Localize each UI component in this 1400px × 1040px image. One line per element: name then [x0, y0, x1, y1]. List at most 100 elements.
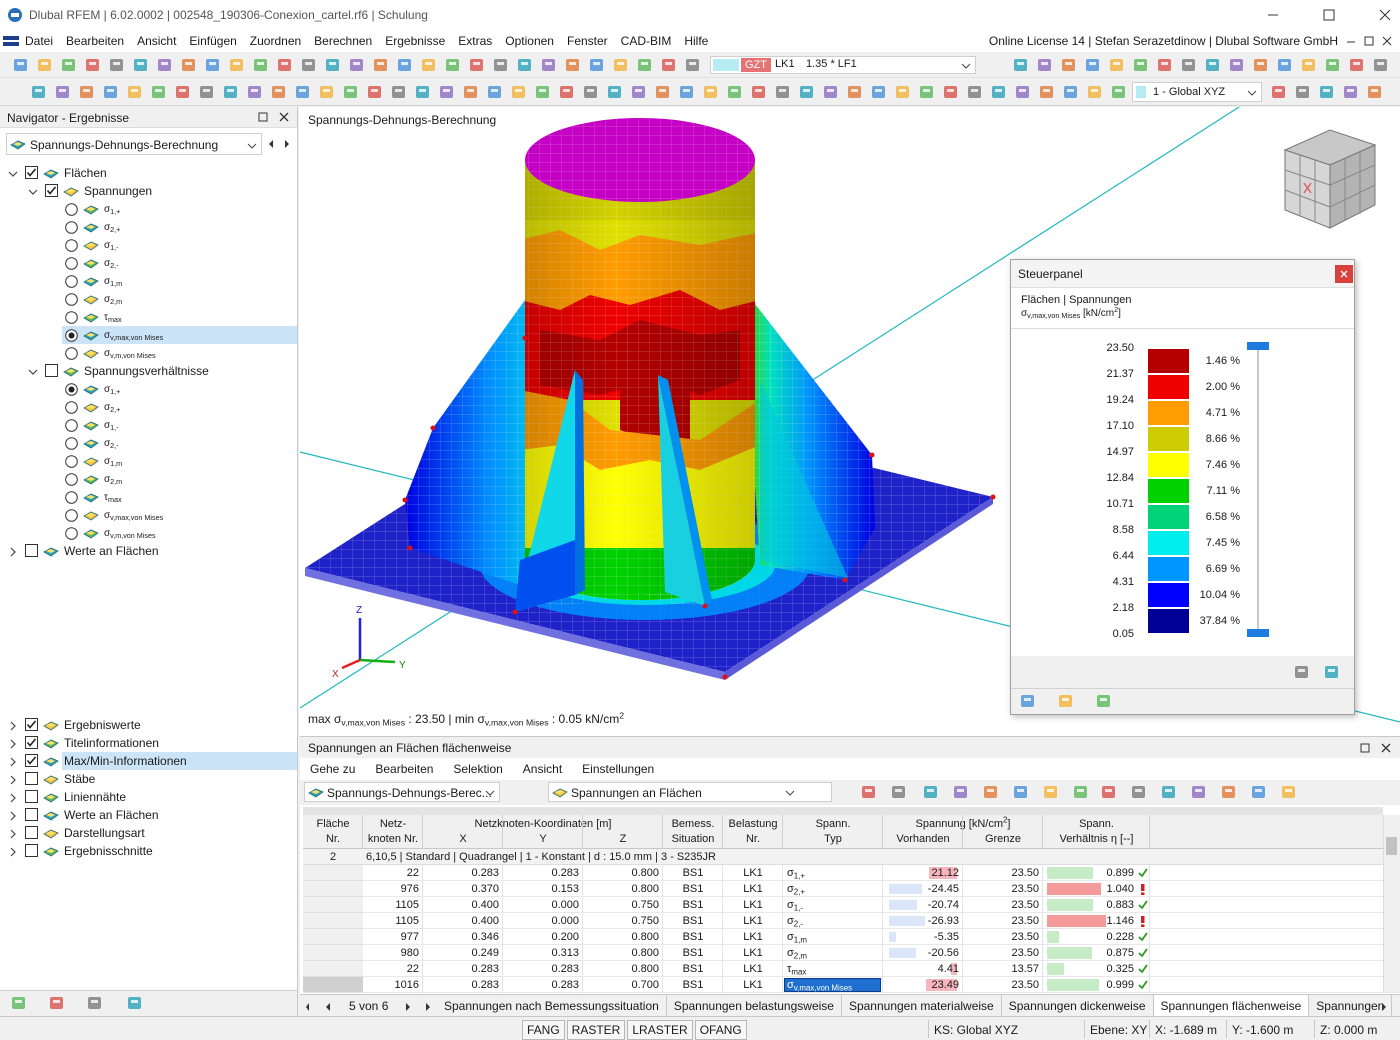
tool-button[interactable]	[150, 83, 168, 101]
tool-button[interactable]	[612, 56, 630, 74]
legend-slider-handle[interactable]	[1247, 342, 1269, 350]
table-dropdown[interactable]: Spannungs-Dehnungs-Berec...	[304, 782, 500, 802]
tree-expander[interactable]	[28, 186, 38, 196]
sheet-tab[interactable]: Spannungen belastungsweise	[667, 995, 842, 1018]
tool-button[interactable]	[126, 83, 144, 101]
tool-button[interactable]	[252, 56, 270, 74]
checkbox[interactable]	[25, 826, 38, 839]
tool-button[interactable]	[726, 83, 744, 101]
menu-item[interactable]: Berechnen	[314, 34, 373, 48]
tool-button[interactable]	[414, 83, 432, 101]
tool-button[interactable]	[438, 83, 456, 101]
tool-button[interactable]	[860, 783, 878, 801]
radio-button[interactable]	[65, 527, 78, 540]
tool-button[interactable]	[174, 83, 192, 101]
tool-button[interactable]	[660, 56, 678, 74]
tool-button[interactable]	[270, 83, 288, 101]
doc-controls[interactable]	[1345, 34, 1395, 48]
radio-button[interactable]	[65, 437, 78, 450]
menu-item[interactable]: Ansicht	[137, 34, 177, 48]
maximize-button[interactable]	[1322, 8, 1336, 22]
page-nav[interactable]	[404, 1001, 434, 1011]
tool-button[interactable]	[1252, 56, 1270, 74]
tool-button[interactable]	[1060, 56, 1078, 74]
tool-button[interactable]	[798, 83, 816, 101]
tree-expander[interactable]	[8, 828, 18, 839]
tool-button[interactable]	[1180, 56, 1198, 74]
checkbox[interactable]	[25, 772, 38, 785]
tool-button[interactable]	[540, 56, 558, 74]
tool-button[interactable]	[1318, 83, 1336, 101]
checkbox[interactable]	[25, 808, 38, 821]
tool-button[interactable]	[1110, 83, 1128, 101]
tree-expander[interactable]	[8, 756, 18, 767]
close-button[interactable]	[1378, 8, 1392, 22]
menu-item[interactable]: Datei	[25, 34, 54, 48]
checkbox[interactable]	[25, 790, 38, 803]
tool-button[interactable]	[462, 83, 480, 101]
tree-item-label[interactable]: σ1,-	[104, 240, 119, 251]
checkbox[interactable]	[25, 844, 38, 857]
pane-buttons[interactable]	[1360, 742, 1392, 754]
tool-button[interactable]	[228, 56, 246, 74]
menu-item[interactable]: Bearbeiten	[66, 34, 125, 48]
tool-button[interactable]	[1036, 56, 1054, 74]
tree-item-label[interactable]: σ1,m	[104, 276, 122, 287]
tree-item-label[interactable]: σ2,-	[104, 258, 119, 269]
tool-button[interactable]	[1012, 783, 1030, 801]
menu-item[interactable]: Extras	[458, 34, 493, 48]
status-toggle[interactable]: RASTER	[566, 1020, 626, 1040]
tree-item-label[interactable]: Ergebniswerte	[64, 718, 141, 732]
tool-button[interactable]	[1014, 83, 1032, 101]
menu-item[interactable]: CAD-BIM	[620, 34, 672, 48]
menu-item[interactable]: Einfügen	[189, 34, 237, 48]
checkbox[interactable]	[25, 544, 38, 557]
tool-button[interactable]	[582, 83, 600, 101]
status-toggle[interactable]: FANG	[522, 1020, 565, 1040]
pane-buttons[interactable]	[258, 111, 290, 123]
tree-item-label[interactable]: σ1,-	[104, 420, 119, 431]
tool-button[interactable]	[1100, 783, 1118, 801]
tool-button[interactable]	[372, 56, 390, 74]
table-menu-item[interactable]: Selektion	[453, 762, 503, 776]
minimize-button[interactable]	[1266, 8, 1280, 22]
tool-button[interactable]	[348, 56, 366, 74]
tree-expander[interactable]	[8, 810, 18, 821]
radio-button[interactable]	[65, 221, 78, 234]
tree-expander[interactable]	[8, 738, 18, 749]
nav-arrows[interactable]	[266, 138, 292, 150]
table-menu-item[interactable]: Bearbeiten	[375, 762, 434, 776]
tree-item-label[interactable]: σv,m,von Mises	[104, 528, 156, 539]
checkbox[interactable]	[25, 166, 38, 179]
tool-button[interactable]	[366, 83, 384, 101]
tool-button[interactable]	[516, 56, 534, 74]
menu-item[interactable]: Zuordnen	[249, 34, 302, 48]
tool-button[interactable]	[486, 83, 504, 101]
tool-button[interactable]	[952, 783, 970, 801]
tool-button[interactable]	[198, 83, 216, 101]
tree-item-label[interactable]: σv,max,von Mises	[104, 330, 163, 341]
radio-button[interactable]	[65, 329, 78, 342]
tool-button[interactable]	[318, 83, 336, 101]
tool-button[interactable]	[102, 83, 120, 101]
tool-button[interactable]	[126, 994, 144, 1012]
tree-item-label[interactable]: Werte an Flächen	[64, 808, 159, 822]
tool-button[interactable]	[396, 56, 414, 74]
radio-button[interactable]	[65, 455, 78, 468]
sheet-tab[interactable]: Spannungen dickenweise	[1002, 995, 1154, 1018]
tool-button[interactable]	[1300, 56, 1318, 74]
tool-button[interactable]	[420, 56, 438, 74]
tool-button[interactable]	[294, 83, 312, 101]
checkbox[interactable]	[25, 754, 38, 767]
tool-button[interactable]	[1276, 56, 1294, 74]
tool-button[interactable]	[678, 83, 696, 101]
tree-item-label[interactable]: Stäbe	[64, 772, 96, 786]
table-dropdown[interactable]: Spannungen an Flächen	[548, 782, 832, 802]
table-menu-item[interactable]: Einstellungen	[582, 762, 655, 776]
tree-item-label[interactable]: σ2,-	[104, 438, 119, 449]
tree-item-label[interactable]: σ1,m	[104, 456, 122, 467]
tool-button[interactable]	[156, 56, 174, 74]
tool-button[interactable]	[510, 83, 528, 101]
tool-button[interactable]	[1324, 56, 1342, 74]
tree-item-label[interactable]: σ2,+	[104, 222, 120, 233]
